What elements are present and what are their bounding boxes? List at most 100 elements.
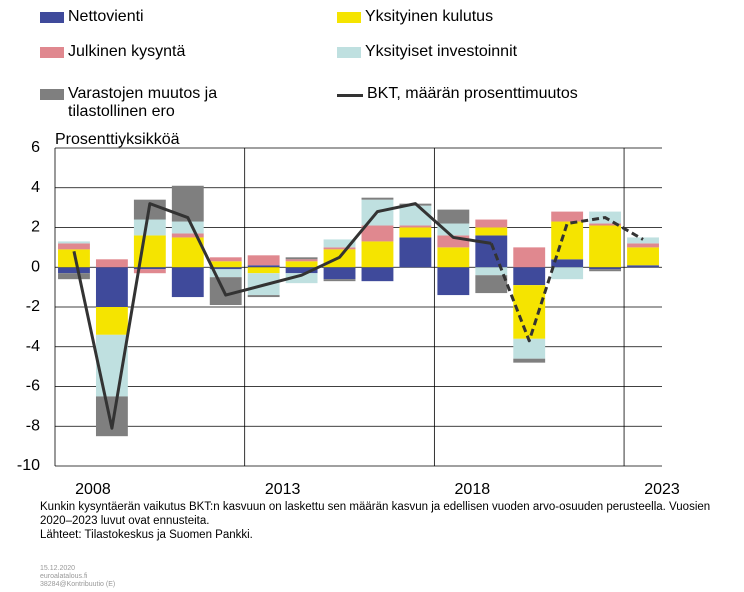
legend-swatch bbox=[337, 12, 361, 23]
bar-segment bbox=[209, 269, 242, 278]
bar-segment bbox=[323, 279, 356, 282]
legend-item: Julkinen kysyntä bbox=[40, 43, 340, 61]
bar-segment bbox=[513, 338, 546, 359]
bar-segment bbox=[361, 267, 394, 282]
bar-segment bbox=[247, 265, 280, 268]
legend-label: Julkinen kysyntä bbox=[68, 43, 186, 60]
bar-segment bbox=[209, 267, 242, 270]
x-tick-label: 2008 bbox=[75, 481, 111, 498]
bar-segment bbox=[551, 267, 584, 280]
legend-swatch bbox=[40, 89, 64, 100]
bar-segment bbox=[247, 295, 280, 298]
bar-segment bbox=[285, 273, 318, 284]
y-tick-label: 6 bbox=[31, 139, 40, 156]
legend-label: Yksityiset investoinnit bbox=[365, 43, 518, 60]
bar-segment bbox=[475, 219, 508, 228]
bar-segment bbox=[513, 247, 546, 268]
legend-swatch bbox=[40, 47, 64, 58]
meta: 15.12.2020 euroalatalous.fi 38284@Kontri… bbox=[40, 565, 115, 589]
bar-segment bbox=[133, 269, 166, 274]
meta-text: 38284@Kontribuutio (E) bbox=[40, 581, 116, 588]
legend-item: Varastojen muutos ja tilastollinen ero bbox=[40, 85, 270, 121]
bar-segment bbox=[399, 237, 432, 268]
bar-segment bbox=[209, 257, 242, 262]
bar-segment bbox=[589, 225, 622, 268]
bar-segment bbox=[437, 209, 470, 224]
bar-segment bbox=[399, 225, 432, 228]
bar-segment bbox=[247, 255, 280, 266]
legend-swatch bbox=[337, 94, 363, 97]
bar-segment bbox=[95, 259, 128, 268]
legend-label: Yksityinen kulutus bbox=[365, 8, 494, 25]
bar-segment bbox=[361, 197, 394, 200]
y-tick-label: -8 bbox=[26, 417, 40, 434]
y-tick-label: 4 bbox=[31, 179, 40, 196]
bar-segment bbox=[551, 259, 584, 268]
bar-segment bbox=[58, 241, 90, 244]
legend-swatch bbox=[40, 12, 64, 23]
footnote: Kunkin kysyntäerän vaikutus BKT:n kasvuu… bbox=[40, 500, 740, 542]
bar-segment bbox=[399, 227, 432, 238]
bar-segment bbox=[475, 275, 508, 294]
bar-segment bbox=[95, 396, 128, 437]
bar-segment bbox=[171, 221, 204, 234]
bar-segment bbox=[551, 211, 584, 222]
meta-text: euroalatalous.fi bbox=[40, 573, 88, 580]
y-tick-label: -4 bbox=[26, 338, 40, 355]
bar-segment bbox=[437, 223, 470, 236]
legend-label: Varastojen muutos ja tilastollinen ero bbox=[68, 85, 218, 120]
legend-item: Nettovienti bbox=[40, 8, 340, 26]
bar-segment bbox=[589, 223, 622, 226]
legend-item: Yksityinen kulutus bbox=[337, 8, 637, 26]
bar-segment bbox=[475, 267, 508, 276]
legend-swatch bbox=[337, 47, 361, 58]
source-text: Lähteet: Tilastokeskus ja Suomen Pankki. bbox=[40, 529, 253, 541]
legend-item: BKT, määrän prosenttimuutos bbox=[337, 85, 637, 103]
y-tick-label: 0 bbox=[31, 258, 40, 275]
chart: Prosenttiyksikköä -10 -8 -6 -4 -2 0 2 4 6 2008 201… bbox=[17, 131, 680, 498]
bar-segment bbox=[95, 267, 128, 307]
bar-segment bbox=[285, 261, 318, 268]
bar-segment bbox=[285, 257, 318, 260]
y-axis-label: Prosenttiyksikköä bbox=[55, 131, 180, 148]
bar-segment bbox=[171, 185, 204, 222]
y-tick-label: -10 bbox=[17, 457, 40, 474]
bar-segment bbox=[627, 243, 659, 248]
line-series bbox=[72, 202, 492, 430]
bar-segment bbox=[171, 267, 204, 298]
y-tick-label: -6 bbox=[26, 378, 40, 395]
y-tick-label: 2 bbox=[31, 219, 40, 236]
bar-segment bbox=[437, 235, 470, 248]
bar-segment bbox=[323, 239, 356, 248]
bar-segment bbox=[475, 227, 508, 236]
bar-segment bbox=[627, 237, 659, 244]
bar-segment bbox=[95, 307, 128, 335]
bar-segment bbox=[285, 267, 318, 274]
bar-segment bbox=[361, 241, 394, 268]
bar-segment bbox=[437, 267, 470, 296]
y-tick-label: -2 bbox=[26, 298, 40, 315]
bar-segment bbox=[133, 219, 166, 236]
bar-segment bbox=[627, 265, 659, 268]
bar-segment bbox=[209, 261, 242, 268]
bar-segment bbox=[323, 247, 356, 250]
bar-segment bbox=[133, 267, 166, 270]
bar-segment bbox=[247, 267, 280, 274]
bar-segment bbox=[58, 273, 90, 280]
legend-item: Yksityiset investoinnit bbox=[337, 43, 637, 61]
meta-text: 15.12.2020 bbox=[40, 565, 76, 572]
footnote-text: Kunkin kysyntäerän vaikutus BKT:n kasvuu… bbox=[40, 501, 711, 527]
x-tick-label: 2018 bbox=[455, 481, 491, 498]
bar-segment bbox=[361, 225, 394, 242]
bar-segment bbox=[589, 267, 622, 270]
line-series bbox=[489, 216, 644, 343]
bar-segment bbox=[513, 285, 546, 339]
bar-segment bbox=[171, 233, 204, 238]
legend-label: BKT, määrän prosenttimuutos bbox=[367, 85, 578, 102]
legend-label: Nettovienti bbox=[68, 8, 144, 25]
x-tick-label: 2023 bbox=[644, 481, 680, 498]
bar-segment bbox=[285, 259, 318, 262]
bar-segment bbox=[589, 269, 622, 272]
bar-segment bbox=[58, 243, 90, 250]
